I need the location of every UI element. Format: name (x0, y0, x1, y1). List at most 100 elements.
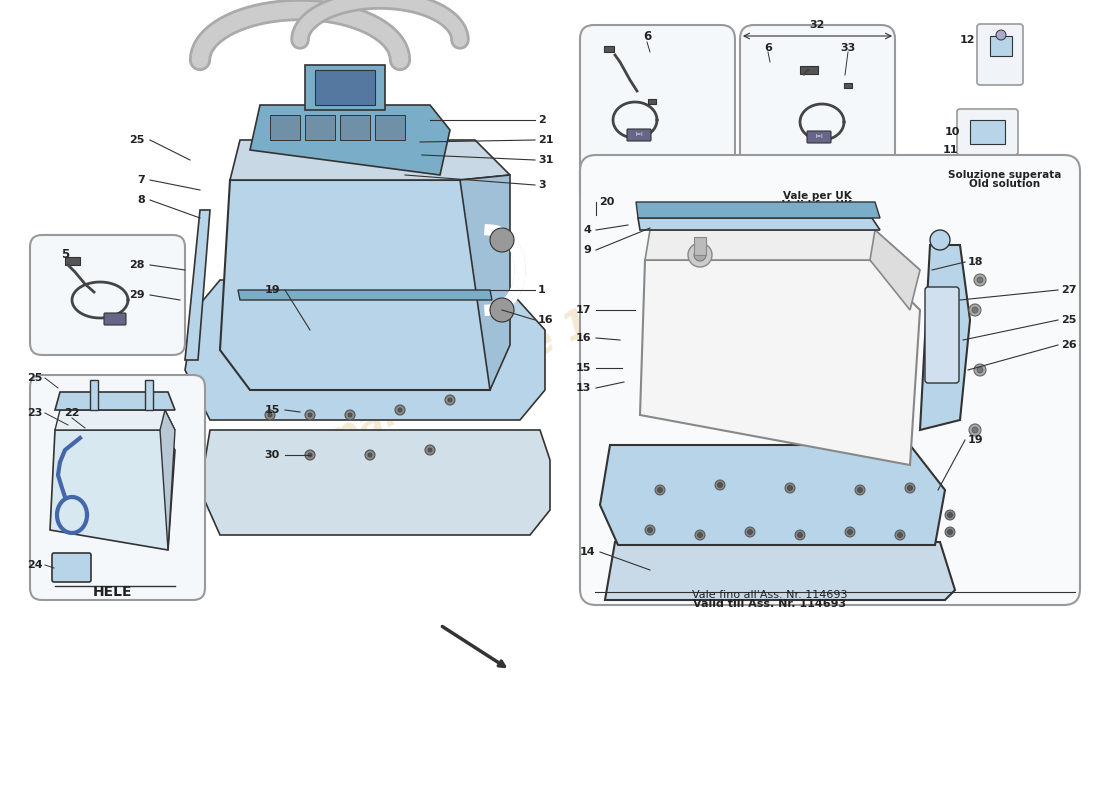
Text: l=l: l=l (815, 134, 823, 139)
Circle shape (905, 483, 915, 493)
Circle shape (748, 530, 752, 534)
FancyBboxPatch shape (30, 375, 205, 600)
Circle shape (446, 395, 455, 405)
Text: 15: 15 (575, 363, 591, 373)
FancyBboxPatch shape (627, 129, 651, 141)
Circle shape (977, 367, 983, 373)
Text: 20: 20 (600, 197, 615, 207)
Bar (990, 36, 1012, 56)
Text: 18: 18 (968, 257, 983, 267)
Polygon shape (200, 430, 550, 535)
Text: 3: 3 (538, 180, 546, 190)
Circle shape (490, 228, 514, 252)
Circle shape (858, 487, 862, 493)
Text: 23: 23 (28, 408, 43, 418)
Circle shape (930, 230, 950, 250)
Circle shape (715, 480, 725, 490)
Circle shape (490, 298, 514, 322)
Text: l=l: l=l (635, 133, 642, 138)
Bar (970, 120, 1005, 144)
Polygon shape (230, 140, 510, 180)
Circle shape (977, 277, 983, 283)
Text: Old solution: Old solution (969, 179, 1041, 189)
Text: 25: 25 (28, 373, 43, 383)
Text: 25: 25 (130, 135, 145, 145)
Polygon shape (870, 230, 920, 310)
FancyBboxPatch shape (807, 131, 830, 143)
Text: 16: 16 (575, 333, 591, 343)
Text: 14: 14 (580, 547, 595, 557)
Circle shape (969, 304, 981, 316)
Text: 29: 29 (130, 290, 145, 300)
Circle shape (425, 445, 435, 455)
Circle shape (788, 486, 792, 490)
Circle shape (855, 485, 865, 495)
Text: 8: 8 (138, 195, 145, 205)
Circle shape (305, 450, 315, 460)
Polygon shape (185, 210, 210, 360)
FancyBboxPatch shape (580, 25, 735, 210)
Circle shape (969, 424, 981, 436)
Text: 32: 32 (810, 20, 825, 30)
Polygon shape (250, 105, 450, 175)
Circle shape (645, 525, 654, 535)
Text: a partner parts since 1985: a partner parts since 1985 (129, 270, 672, 550)
Text: 17: 17 (575, 305, 591, 315)
FancyBboxPatch shape (957, 109, 1018, 155)
Polygon shape (636, 202, 880, 218)
Bar (305, 65, 385, 110)
Polygon shape (640, 260, 920, 465)
Circle shape (395, 405, 405, 415)
Circle shape (398, 408, 402, 412)
Text: 16: 16 (538, 315, 553, 325)
Text: Vale per UK: Vale per UK (782, 191, 851, 201)
Text: 6: 6 (642, 30, 651, 43)
Polygon shape (600, 445, 945, 545)
Text: 19: 19 (968, 435, 983, 445)
Polygon shape (645, 230, 920, 270)
Circle shape (368, 453, 372, 457)
Text: 10: 10 (945, 127, 960, 137)
Text: 22: 22 (64, 408, 79, 418)
Bar (375, 115, 405, 140)
Bar (604, 46, 614, 52)
Polygon shape (160, 410, 175, 550)
Text: 12: 12 (959, 35, 975, 45)
Polygon shape (460, 175, 510, 390)
Bar (340, 115, 370, 140)
FancyBboxPatch shape (740, 25, 895, 210)
Circle shape (697, 533, 703, 538)
FancyBboxPatch shape (52, 553, 91, 582)
Circle shape (745, 527, 755, 537)
Circle shape (308, 453, 312, 457)
Text: 31: 31 (538, 155, 553, 165)
Polygon shape (220, 180, 500, 390)
Bar (648, 99, 656, 104)
Text: 21: 21 (538, 135, 553, 145)
Text: Vale fino all'Ass. Nr. 114693: Vale fino all'Ass. Nr. 114693 (692, 590, 848, 600)
FancyBboxPatch shape (580, 155, 1080, 605)
Circle shape (945, 527, 955, 537)
Polygon shape (920, 245, 970, 430)
Circle shape (348, 413, 352, 417)
Text: 15: 15 (265, 405, 280, 415)
Circle shape (972, 307, 978, 313)
Circle shape (268, 413, 272, 417)
Circle shape (795, 530, 805, 540)
Circle shape (658, 487, 662, 493)
Text: 11: 11 (943, 145, 958, 155)
Bar (65, 257, 80, 265)
FancyBboxPatch shape (30, 235, 185, 355)
Circle shape (798, 533, 803, 538)
Text: 33: 33 (840, 43, 856, 53)
Circle shape (448, 398, 452, 402)
Bar (844, 83, 852, 88)
Bar (305, 115, 336, 140)
Text: 25: 25 (1062, 315, 1077, 325)
Circle shape (648, 527, 652, 533)
Bar (315, 70, 375, 105)
Polygon shape (185, 280, 544, 420)
Circle shape (945, 510, 955, 520)
Circle shape (996, 30, 1006, 40)
Bar (145, 380, 153, 410)
